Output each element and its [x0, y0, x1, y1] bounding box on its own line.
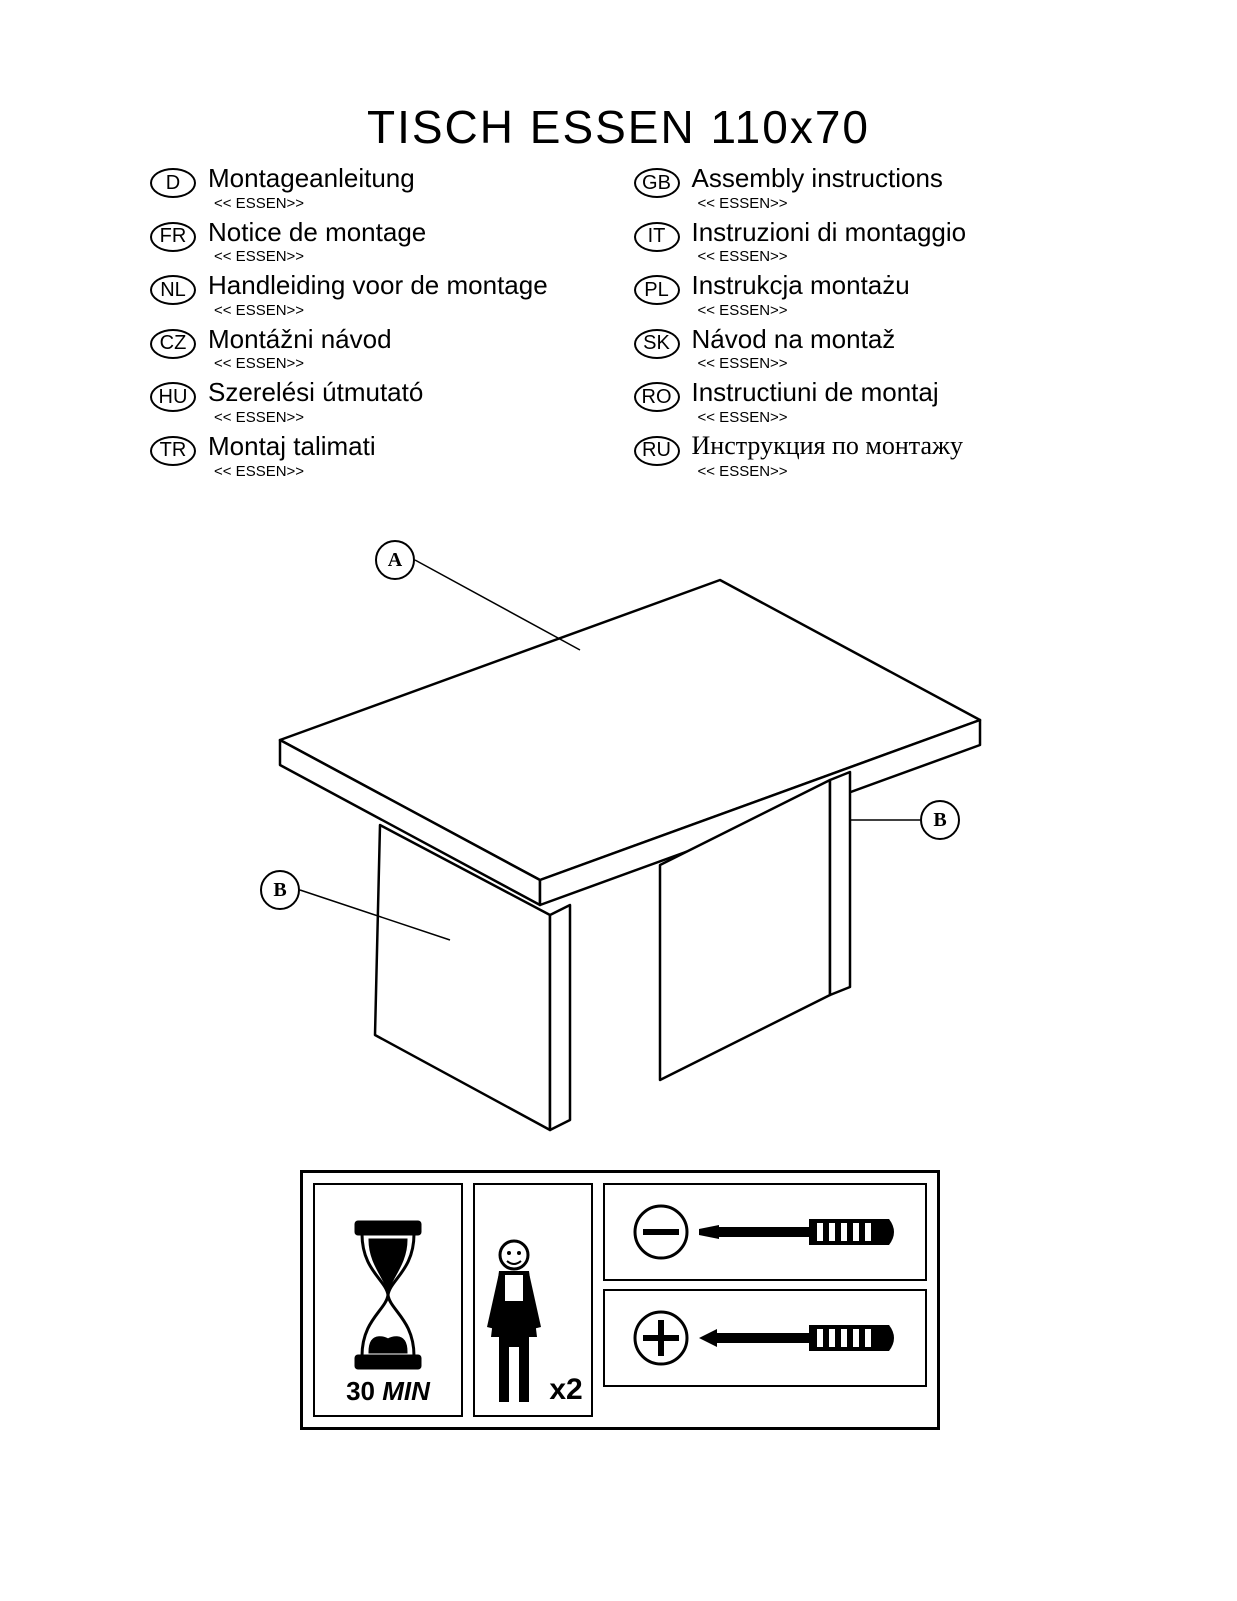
lang-badge: HU: [150, 382, 196, 412]
lang-title: Instructiuni de montaj: [692, 378, 939, 407]
lang-badge: RO: [634, 382, 680, 412]
lang-subtitle: << ESSEN>>: [698, 409, 939, 426]
lang-text: Montageanleitung << ESSEN>>: [208, 164, 415, 212]
lang-row: HU Szerelési útmutató << ESSEN>>: [150, 378, 634, 426]
hourglass-icon: [348, 1220, 428, 1370]
part-callout-b: B: [920, 800, 960, 840]
lang-subtitle: << ESSEN>>: [698, 463, 963, 480]
people-count: x2: [549, 1373, 582, 1407]
lang-row: SK Návod na montaž << ESSEN>>: [634, 325, 1118, 373]
lang-title: Instrukcja montażu: [692, 271, 910, 300]
lang-badge: CZ: [150, 329, 196, 359]
page-title: TISCH ESSEN 110x70: [0, 100, 1237, 154]
lang-row: GB Assembly instructions << ESSEN>>: [634, 164, 1118, 212]
lang-row: FR Notice de montage << ESSEN>>: [150, 218, 634, 266]
lang-subtitle: << ESSEN>>: [698, 302, 910, 319]
lang-badge: D: [150, 168, 196, 198]
people-required-box: x2: [473, 1183, 593, 1417]
exploded-diagram: A B B: [150, 520, 1090, 1140]
language-list: D Montageanleitung << ESSEN>> FR Notice …: [150, 160, 1117, 486]
tools-box: [603, 1183, 927, 1417]
assembly-time-label: 30 MIN: [346, 1376, 430, 1407]
part-callout-a: A: [375, 540, 415, 580]
lang-title: Návod na montaž: [692, 325, 896, 354]
lang-subtitle: << ESSEN>>: [214, 409, 423, 426]
lang-subtitle: << ESSEN>>: [214, 302, 548, 319]
screwdriver-icon: [699, 1313, 899, 1363]
lang-title: Szerelési útmutató: [208, 378, 423, 407]
lang-badge: SK: [634, 329, 680, 359]
lang-badge: FR: [150, 222, 196, 252]
lang-row: TR Montaj talimati << ESSEN>>: [150, 432, 634, 480]
lang-title: Инструкция по монтажу: [692, 432, 963, 461]
lang-title: Montážni návod: [208, 325, 392, 354]
lang-row: CZ Montážni návod << ESSEN>>: [150, 325, 634, 373]
language-col-left: D Montageanleitung << ESSEN>> FR Notice …: [150, 160, 634, 486]
time-unit: MIN: [382, 1376, 430, 1406]
time-value: 30: [346, 1376, 375, 1406]
tool-row: [603, 1183, 927, 1281]
lang-badge: NL: [150, 275, 196, 305]
lang-subtitle: << ESSEN>>: [214, 195, 415, 212]
screwdriver-icon: [699, 1207, 899, 1257]
lang-title: Montageanleitung: [208, 164, 415, 193]
lang-subtitle: << ESSEN>>: [698, 195, 943, 212]
info-panel: 30 MIN: [300, 1170, 940, 1430]
lang-title: Assembly instructions: [692, 164, 943, 193]
lang-subtitle: << ESSEN>>: [214, 248, 426, 265]
phillips-tip-icon: [631, 1308, 691, 1368]
lang-badge: GB: [634, 168, 680, 198]
lang-badge: TR: [150, 436, 196, 466]
part-callout-b2: B: [260, 870, 300, 910]
person-icon: [479, 1237, 549, 1407]
lang-row: RO Instructiuni de montaj << ESSEN>>: [634, 378, 1118, 426]
page: TISCH ESSEN 110x70 D Montageanleitung <<…: [0, 0, 1237, 1601]
lang-subtitle: << ESSEN>>: [214, 355, 392, 372]
lang-title: Montaj talimati: [208, 432, 376, 461]
lang-title: Instruzioni di montaggio: [692, 218, 967, 247]
lang-title: Notice de montage: [208, 218, 426, 247]
flat-tip-icon: [631, 1202, 691, 1262]
lang-row: RU Инструкция по монтажу << ESSEN>>: [634, 432, 1118, 480]
assembly-time-box: 30 MIN: [313, 1183, 463, 1417]
lang-title: Handleiding voor de montage: [208, 271, 548, 300]
lang-subtitle: << ESSEN>>: [698, 248, 967, 265]
lang-badge: RU: [634, 436, 680, 466]
tool-row: [603, 1289, 927, 1387]
lang-row: IT Instruzioni di montaggio << ESSEN>>: [634, 218, 1118, 266]
lang-row: D Montageanleitung << ESSEN>>: [150, 164, 634, 212]
language-col-right: GB Assembly instructions << ESSEN>> IT I…: [634, 160, 1118, 486]
lang-row: NL Handleiding voor de montage << ESSEN>…: [150, 271, 634, 319]
lang-badge: IT: [634, 222, 680, 252]
lang-subtitle: << ESSEN>>: [698, 355, 896, 372]
lang-subtitle: << ESSEN>>: [214, 463, 376, 480]
lang-row: PL Instrukcja montażu << ESSEN>>: [634, 271, 1118, 319]
lang-badge: PL: [634, 275, 680, 305]
